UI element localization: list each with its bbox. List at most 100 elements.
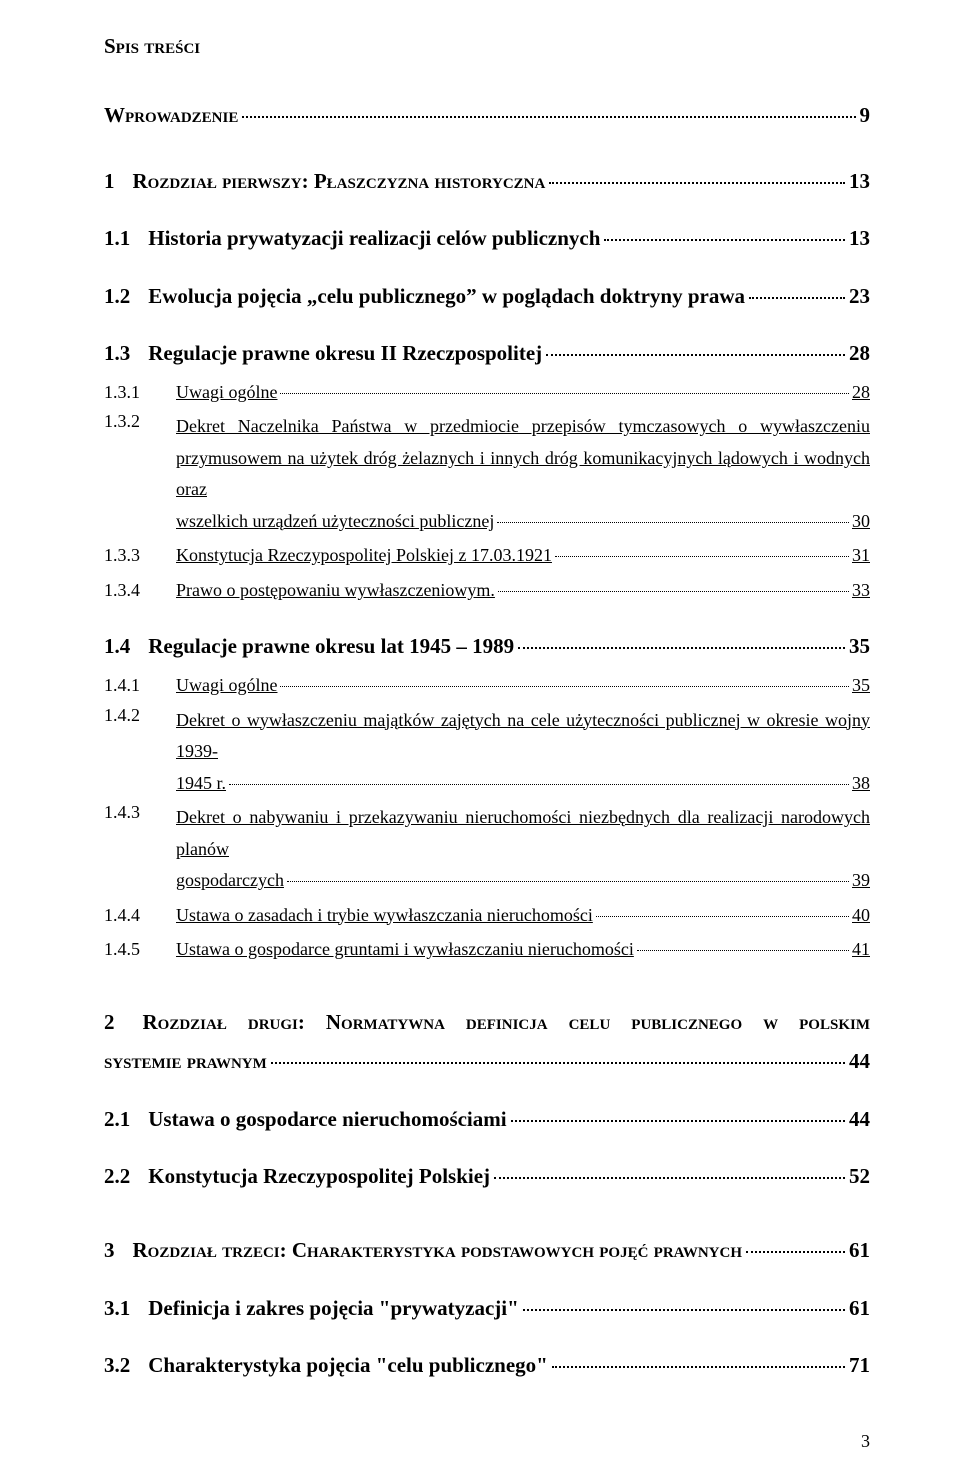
leader-dots	[511, 1120, 845, 1122]
s141-page: 35	[852, 670, 870, 702]
toc-s14: 1.4 Regulacje prawne okresu lat 1945 – 1…	[104, 630, 870, 664]
ch3-label: Rozdział trzeci: Charakterystyka podstaw…	[133, 1234, 743, 1268]
toc-ch3: 3 Rozdział trzeci: Charakterystyka podst…	[104, 1234, 870, 1268]
leader-dots	[555, 556, 849, 557]
s142-page: 38	[852, 768, 870, 800]
toc-intro: Wprowadzenie 9	[104, 99, 870, 133]
ch2-line1-pre: Rozdział drugi:	[143, 1010, 305, 1034]
toc-s132: 1.3.2 Dekret Naczelnika Państwa w przedm…	[104, 411, 870, 537]
s21-page: 44	[849, 1103, 870, 1137]
s141-num: 1.4.1	[104, 670, 176, 702]
s31-page: 61	[849, 1292, 870, 1326]
toc-s143: 1.4.3 Dekret o nabywaniu i przekazywaniu…	[104, 802, 870, 897]
s143-last: gospodarczych	[176, 865, 284, 897]
s145-label: Ustawa o gospodarce gruntami i wywłaszcz…	[176, 934, 634, 966]
leader-dots	[637, 950, 849, 951]
leader-dots	[280, 686, 849, 687]
s145-page: 41	[852, 934, 870, 966]
ch2-num: 2	[104, 1006, 143, 1040]
leader-dots	[518, 647, 845, 649]
s134-page: 33	[852, 575, 870, 607]
toc-s21: 2.1 Ustawa o gospodarce nieruchomościami…	[104, 1103, 870, 1137]
leader-dots	[596, 916, 849, 917]
page-number: 3	[861, 1431, 870, 1452]
toc-s11: 1.1 Historia prywatyzacji realizacji cel…	[104, 222, 870, 256]
ch1-label-rest: Płaszczyzna historyczna	[309, 169, 546, 193]
s12-page: 23	[849, 280, 870, 314]
s13-num: 1.3	[104, 337, 148, 371]
leader-dots	[749, 297, 845, 299]
toc-s32: 3.2 Charakterystyka pojęcia "celu public…	[104, 1349, 870, 1383]
s11-num: 1.1	[104, 222, 148, 256]
s142-num: 1.4.2	[104, 705, 176, 726]
ch3-num: 3	[104, 1234, 133, 1268]
page-container: Spis treści Wprowadzenie 9 1 Rozdział pi…	[0, 0, 960, 1478]
ch2-page: 44	[849, 1045, 870, 1079]
s143-text: Dekret o nabywaniu i przekazywaniu nieru…	[176, 807, 870, 859]
s21-num: 2.1	[104, 1103, 148, 1137]
intro-label: Wprowadzenie	[104, 99, 238, 133]
leader-dots	[523, 1309, 845, 1311]
ch2-line2: systemie prawnym	[104, 1045, 267, 1079]
s144-page: 40	[852, 900, 870, 932]
s11-label: Historia prywatyzacji realizacji celów p…	[148, 222, 600, 256]
s142-last: 1945 r.	[176, 768, 226, 800]
s13-label: Regulacje prawne okresu II Rzeczpospolit…	[148, 337, 542, 371]
s143-page: 39	[852, 865, 870, 897]
s12-label: Ewolucja pojęcia „celu publicznego” w po…	[148, 280, 745, 314]
s22-label: Konstytucja Rzeczypospolitej Polskiej	[148, 1160, 490, 1194]
leader-dots	[280, 393, 849, 394]
ch1-label-pre: Rozdział pierwszy:	[133, 169, 309, 193]
toc-s133: 1.3.3 Konstytucja Rzeczypospolitej Polsk…	[104, 540, 870, 572]
s22-num: 2.2	[104, 1160, 148, 1194]
leader-dots	[287, 881, 849, 882]
ch2-line1: Rozdział drugi: Normatywna definicja cel…	[143, 1006, 871, 1040]
s134-label: Prawo o postępowaniu wywłaszczeniowym.	[176, 575, 495, 607]
s134-num: 1.3.4	[104, 575, 176, 607]
s133-label: Konstytucja Rzeczypospolitej Polskiej z …	[176, 540, 552, 572]
s32-num: 3.2	[104, 1349, 148, 1383]
s22-page: 52	[849, 1160, 870, 1194]
s132-text: Dekret Naczelnika Państwa w przedmiocie …	[176, 416, 870, 499]
s32-page: 71	[849, 1349, 870, 1383]
s11-page: 13	[849, 222, 870, 256]
ch3-page: 61	[849, 1234, 870, 1268]
ch3-label-rest: Charakterystyka podstawowych pojęć prawn…	[287, 1238, 742, 1262]
leader-dots	[546, 354, 845, 356]
toc-s141: 1.4.1 Uwagi ogólne 35	[104, 670, 870, 702]
s132-num: 1.3.2	[104, 411, 176, 432]
toc-ch1: 1 Rozdział pierwszy: Płaszczyzna history…	[104, 165, 870, 199]
intro-page: 9	[860, 99, 871, 133]
leader-dots	[746, 1251, 845, 1253]
s32-label: Charakterystyka pojęcia "celu publiczneg…	[148, 1349, 548, 1383]
leader-dots	[549, 182, 845, 184]
s133-page: 31	[852, 540, 870, 572]
s131-num: 1.3.1	[104, 377, 176, 409]
s141-label: Uwagi ogólne	[176, 670, 277, 702]
s131-label: Uwagi ogólne	[176, 377, 277, 409]
toc-s13: 1.3 Regulacje prawne okresu II Rzeczposp…	[104, 337, 870, 371]
s13-page: 28	[849, 337, 870, 371]
leader-dots	[494, 1177, 845, 1179]
toc-s22: 2.2 Konstytucja Rzeczypospolitej Polskie…	[104, 1160, 870, 1194]
s143-num: 1.4.3	[104, 802, 176, 823]
s31-num: 3.1	[104, 1292, 148, 1326]
s14-page: 35	[849, 630, 870, 664]
s14-num: 1.4	[104, 630, 148, 664]
s12-num: 1.2	[104, 280, 148, 314]
s14-label: Regulacje prawne okresu lat 1945 – 1989	[148, 630, 514, 664]
s21-label: Ustawa o gospodarce nieruchomościami	[148, 1103, 506, 1137]
toc-s144: 1.4.4 Ustawa o zasadach i trybie wywłasz…	[104, 900, 870, 932]
page-title: Spis treści	[104, 34, 870, 59]
toc-s142: 1.4.2 Dekret o wywłaszczeniu majątków za…	[104, 705, 870, 800]
leader-dots	[229, 784, 849, 785]
ch3-label-pre: Rozdział trzeci:	[133, 1238, 287, 1262]
toc-s12: 1.2 Ewolucja pojęcia „celu publicznego” …	[104, 280, 870, 314]
toc-s131: 1.3.1 Uwagi ogólne 28	[104, 377, 870, 409]
toc-s31: 3.1 Definicja i zakres pojęcia "prywatyz…	[104, 1292, 870, 1326]
s142-text: Dekret o wywłaszczeniu majątków zajętych…	[176, 710, 870, 762]
leader-dots	[271, 1062, 845, 1064]
toc-ch2: 2 Rozdział drugi: Normatywna definicja c…	[104, 1006, 870, 1079]
leader-dots	[498, 591, 849, 592]
ch1-page: 13	[849, 165, 870, 199]
